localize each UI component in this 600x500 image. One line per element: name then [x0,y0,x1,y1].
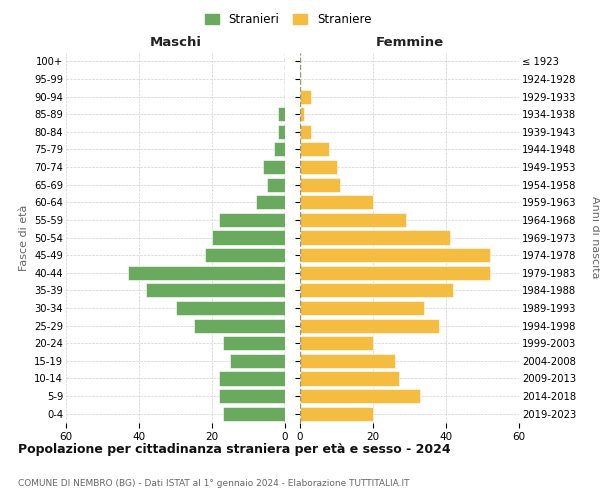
Text: Popolazione per cittadinanza straniera per età e sesso - 2024: Popolazione per cittadinanza straniera p… [18,444,451,456]
Bar [300,124,311,139]
Bar [300,107,304,121]
Bar [300,230,449,244]
Bar [212,230,285,244]
Bar [300,213,406,227]
Bar [300,336,373,350]
Bar [220,372,285,386]
Bar [223,406,285,420]
Bar [223,336,285,350]
Title: Femmine: Femmine [376,36,443,49]
Bar [300,178,340,192]
Legend: Stranieri, Straniere: Stranieri, Straniere [202,11,374,28]
Bar [194,318,285,332]
Bar [300,301,424,315]
Bar [300,318,439,332]
Title: Maschi: Maschi [149,36,202,49]
Bar [220,213,285,227]
Bar [300,354,395,368]
Bar [300,142,329,156]
Y-axis label: Fasce di età: Fasce di età [19,204,29,270]
Bar [278,107,285,121]
Bar [300,372,398,386]
Bar [220,389,285,403]
Bar [300,195,373,210]
Bar [300,266,490,280]
Bar [263,160,285,174]
Bar [300,160,337,174]
Bar [176,301,285,315]
Bar [267,178,285,192]
Bar [278,124,285,139]
Bar [230,354,285,368]
Bar [274,142,285,156]
Bar [300,248,490,262]
Bar [128,266,285,280]
Bar [146,284,285,298]
Bar [300,284,454,298]
Y-axis label: Anni di nascita: Anni di nascita [590,196,600,279]
Bar [300,90,311,104]
Bar [256,195,285,210]
Bar [205,248,285,262]
Bar [300,389,421,403]
Text: COMUNE DI NEMBRO (BG) - Dati ISTAT al 1° gennaio 2024 - Elaborazione TUTTITALIA.: COMUNE DI NEMBRO (BG) - Dati ISTAT al 1°… [18,479,409,488]
Bar [300,406,373,420]
